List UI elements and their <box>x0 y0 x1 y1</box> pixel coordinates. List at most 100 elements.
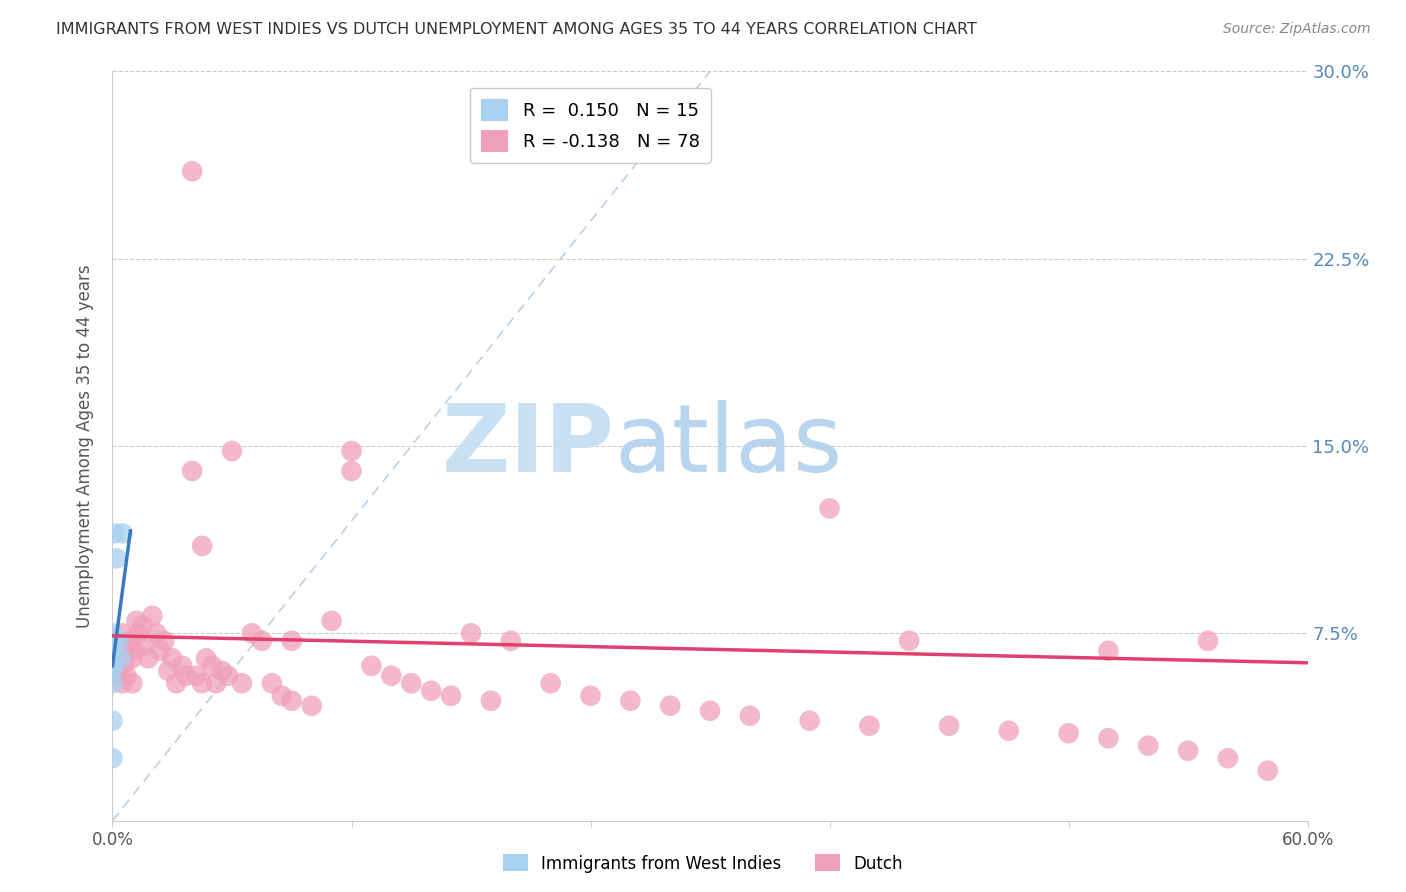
Dutch <box>1197 633 1219 648</box>
Dutch <box>141 608 163 623</box>
Dutch <box>938 719 960 733</box>
Dutch <box>1097 731 1119 746</box>
Dutch <box>1216 751 1239 765</box>
Dutch <box>157 664 180 678</box>
Immigrants from West Indies <box>101 626 124 640</box>
Y-axis label: Unemployment Among Ages 35 to 44 years: Unemployment Among Ages 35 to 44 years <box>76 264 94 628</box>
Immigrants from West Indies <box>101 658 124 673</box>
Dutch <box>380 669 402 683</box>
Dutch <box>191 539 214 553</box>
Dutch <box>121 676 143 690</box>
Dutch <box>360 658 382 673</box>
Dutch <box>659 698 682 713</box>
Text: Source: ZipAtlas.com: Source: ZipAtlas.com <box>1223 22 1371 37</box>
Dutch <box>124 644 146 658</box>
Dutch <box>281 694 304 708</box>
Dutch <box>301 698 323 713</box>
Legend: R =  0.150   N = 15, R = -0.138   N = 78: R = 0.150 N = 15, R = -0.138 N = 78 <box>471 88 710 162</box>
Dutch <box>174 669 197 683</box>
Immigrants from West Indies <box>110 651 132 665</box>
Dutch <box>260 676 283 690</box>
Dutch <box>211 664 233 678</box>
Immigrants from West Indies <box>105 551 128 566</box>
Dutch <box>579 689 602 703</box>
Dutch <box>1057 726 1080 740</box>
Dutch <box>172 658 194 673</box>
Dutch <box>240 626 263 640</box>
Dutch <box>1257 764 1279 778</box>
Immigrants from West Indies <box>101 639 124 653</box>
Immigrants from West Indies <box>101 714 124 728</box>
Dutch <box>221 444 243 458</box>
Dutch <box>1137 739 1160 753</box>
Dutch <box>799 714 821 728</box>
Dutch <box>998 723 1021 738</box>
Legend: Immigrants from West Indies, Dutch: Immigrants from West Indies, Dutch <box>496 847 910 880</box>
Dutch <box>231 676 253 690</box>
Immigrants from West Indies <box>101 751 124 765</box>
Dutch <box>738 708 761 723</box>
Immigrants from West Indies <box>101 664 124 678</box>
Dutch <box>107 658 129 673</box>
Dutch <box>105 651 128 665</box>
Dutch <box>340 444 363 458</box>
Dutch <box>898 633 921 648</box>
Dutch <box>134 639 156 653</box>
Dutch <box>479 694 502 708</box>
Dutch <box>117 639 139 653</box>
Dutch <box>191 676 214 690</box>
Dutch <box>127 626 149 640</box>
Dutch <box>111 626 134 640</box>
Dutch <box>110 669 132 683</box>
Dutch <box>250 633 273 648</box>
Dutch <box>540 676 562 690</box>
Dutch <box>111 676 134 690</box>
Immigrants from West Indies <box>107 633 129 648</box>
Dutch <box>120 633 142 648</box>
Dutch <box>1177 744 1199 758</box>
Dutch <box>186 669 208 683</box>
Dutch <box>101 664 124 678</box>
Text: atlas: atlas <box>614 400 842 492</box>
Dutch <box>131 619 153 633</box>
Dutch <box>201 658 224 673</box>
Dutch <box>499 633 522 648</box>
Dutch <box>217 669 239 683</box>
Dutch <box>181 164 204 178</box>
Dutch <box>125 614 148 628</box>
Dutch <box>440 689 463 703</box>
Immigrants from West Indies <box>103 526 125 541</box>
Immigrants from West Indies <box>101 651 124 665</box>
Dutch <box>401 676 423 690</box>
Dutch <box>103 639 125 653</box>
Dutch <box>270 689 292 703</box>
Immigrants from West Indies <box>101 676 124 690</box>
Dutch <box>195 651 218 665</box>
Dutch <box>165 676 187 690</box>
Text: ZIP: ZIP <box>441 400 614 492</box>
Dutch <box>818 501 841 516</box>
Dutch <box>181 464 204 478</box>
Immigrants from West Indies <box>101 633 124 648</box>
Dutch <box>281 633 304 648</box>
Dutch <box>1097 644 1119 658</box>
Dutch <box>149 644 172 658</box>
Dutch <box>321 614 343 628</box>
Dutch <box>138 651 160 665</box>
Dutch <box>460 626 482 640</box>
Dutch <box>858 719 880 733</box>
Dutch <box>153 633 176 648</box>
Immigrants from West Indies <box>101 646 124 660</box>
Dutch <box>114 657 135 671</box>
Dutch <box>619 694 641 708</box>
Dutch <box>162 651 183 665</box>
Dutch <box>115 669 138 683</box>
Dutch <box>340 464 363 478</box>
Dutch <box>205 676 228 690</box>
Dutch <box>699 704 721 718</box>
Dutch <box>420 683 443 698</box>
Dutch <box>121 651 143 665</box>
Dutch <box>145 626 167 640</box>
Text: IMMIGRANTS FROM WEST INDIES VS DUTCH UNEMPLOYMENT AMONG AGES 35 TO 44 YEARS CORR: IMMIGRANTS FROM WEST INDIES VS DUTCH UNE… <box>56 22 977 37</box>
Immigrants from West Indies <box>111 526 134 541</box>
